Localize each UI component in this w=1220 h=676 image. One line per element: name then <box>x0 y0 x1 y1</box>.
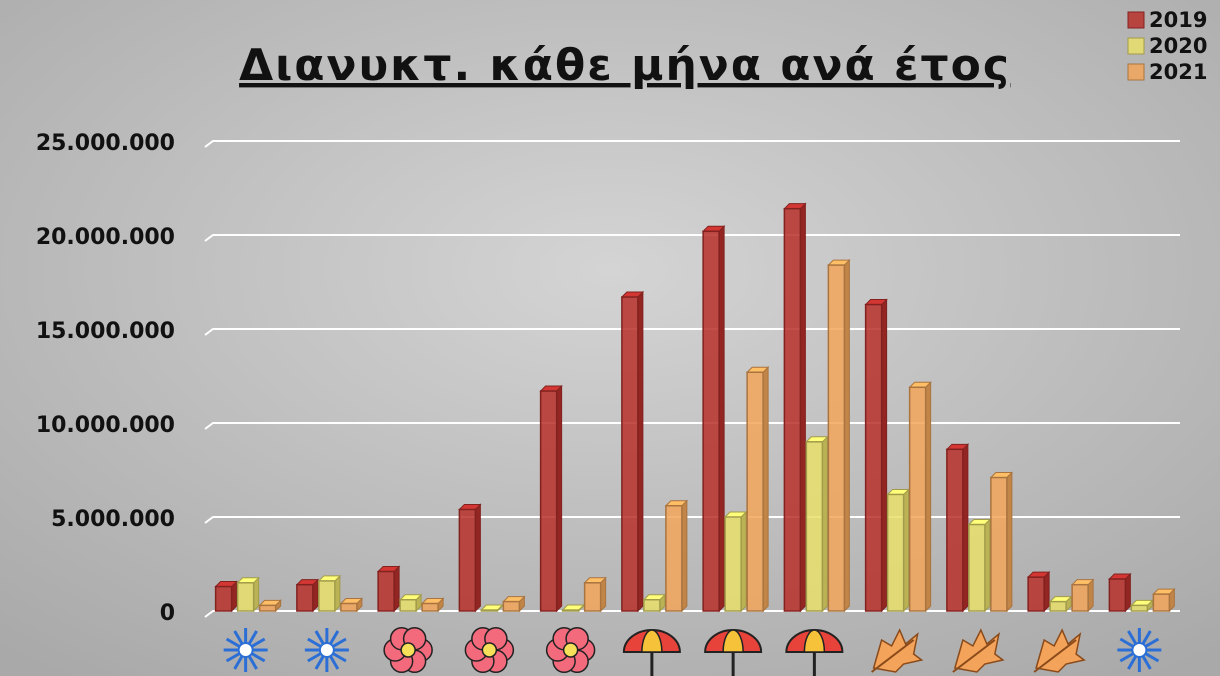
bar <box>968 523 986 612</box>
bar <box>502 600 521 612</box>
legend-swatch <box>1127 11 1145 29</box>
y-tick-label: 10.000.000 <box>36 413 175 438</box>
grid-line <box>204 140 1180 148</box>
icon-part <box>400 642 416 658</box>
month-icon <box>1117 628 1162 672</box>
bar <box>561 609 580 612</box>
bar <box>724 516 742 612</box>
icon-part <box>952 639 996 673</box>
bar <box>621 296 639 612</box>
legend-label: 2021 <box>1149 60 1207 84</box>
month-icon <box>704 629 763 676</box>
grid-line <box>204 516 1180 524</box>
icon-part <box>1131 642 1148 658</box>
legend-swatch <box>1127 37 1145 55</box>
grid-line <box>204 422 1180 430</box>
bar <box>864 303 883 612</box>
bar <box>908 386 927 612</box>
icon-part <box>481 642 498 658</box>
bar <box>539 390 558 612</box>
bar <box>214 585 233 612</box>
y-tick-label: 20.000.000 <box>36 225 175 250</box>
bar <box>643 598 661 612</box>
legend-label: 2019 <box>1149 8 1207 32</box>
icon-part <box>1033 639 1077 673</box>
icon-part <box>722 629 744 653</box>
y-tick-label: 5.000.000 <box>51 507 175 532</box>
bar <box>827 264 846 612</box>
bar <box>480 609 499 612</box>
bar <box>258 604 277 612</box>
month-icon <box>545 626 596 674</box>
bar <box>746 371 764 612</box>
icon-part <box>641 629 663 653</box>
bar <box>702 230 720 612</box>
bar <box>377 570 395 612</box>
bar <box>296 583 314 612</box>
icon-part <box>871 639 915 673</box>
month-icon <box>304 628 349 672</box>
bar <box>1152 593 1171 612</box>
month-icon <box>871 628 924 673</box>
bar <box>1071 583 1089 612</box>
bar <box>783 207 802 612</box>
bar <box>421 602 439 612</box>
bar <box>1108 578 1127 612</box>
grid-line <box>204 328 1180 336</box>
bar <box>1049 600 1067 612</box>
y-tick-label: 25.000.000 <box>36 131 175 156</box>
bar <box>236 582 255 612</box>
chart-title: Διανυκτ. κάθε μήνα ανά έτος <box>239 40 1011 91</box>
month-icon <box>952 628 1005 673</box>
month-icon <box>1033 628 1086 673</box>
icon-part <box>318 642 335 658</box>
grid-line <box>204 234 1180 242</box>
month-icon <box>223 628 268 672</box>
month-icon <box>785 629 844 676</box>
legend-swatch <box>1127 63 1145 81</box>
bar <box>1027 576 1045 612</box>
bar <box>1130 604 1149 612</box>
bar <box>886 493 905 612</box>
bar <box>458 508 477 612</box>
bar <box>665 504 683 612</box>
bar <box>318 580 336 612</box>
icon-part <box>562 642 579 658</box>
bar <box>990 476 1008 612</box>
grid-line <box>204 610 1180 618</box>
y-tick-label: 15.000.000 <box>36 319 175 344</box>
bar <box>399 598 417 612</box>
bar <box>340 602 358 612</box>
legend-label: 2020 <box>1149 34 1207 58</box>
icon-part <box>803 629 826 653</box>
bar <box>583 582 602 612</box>
month-icon <box>383 626 433 674</box>
icon-part <box>237 642 254 658</box>
bar <box>946 448 964 612</box>
bar <box>805 441 824 612</box>
month-icon <box>622 629 681 676</box>
month-icon <box>464 626 515 674</box>
y-tick-label: 0 <box>160 601 175 626</box>
